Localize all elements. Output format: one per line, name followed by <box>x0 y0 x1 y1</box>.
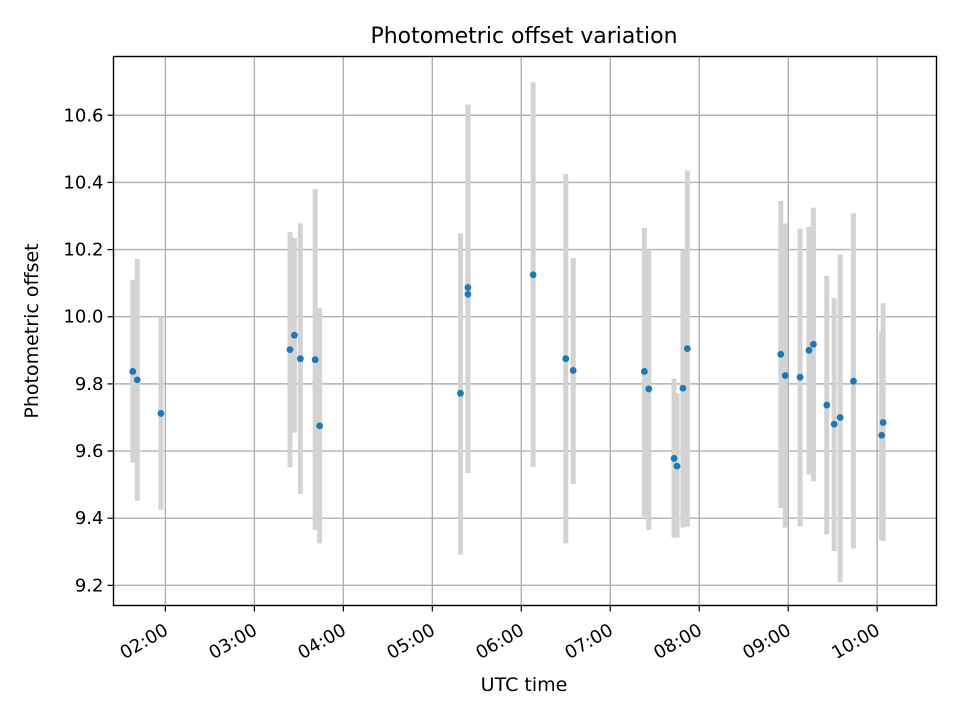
data-point <box>562 355 570 363</box>
data-point <box>810 340 817 348</box>
y-tick-label: 10.4 <box>63 172 103 193</box>
y-tick-label: 10.6 <box>63 105 103 126</box>
data-point <box>457 389 464 397</box>
data-point <box>878 431 886 439</box>
data-point <box>879 419 887 426</box>
data-point <box>823 401 831 409</box>
data-points <box>129 271 887 470</box>
data-point <box>569 367 577 374</box>
data-point <box>850 377 857 385</box>
data-point <box>836 414 844 421</box>
data-point <box>781 372 789 379</box>
plot-frame <box>112 55 938 607</box>
data-point <box>683 345 691 353</box>
data-point <box>805 346 813 354</box>
y-tick-label: 10.0 <box>63 307 103 328</box>
y-tick-label: 9.6 <box>75 441 104 462</box>
y-tick-label: 9.8 <box>75 374 104 395</box>
data-point <box>673 462 681 470</box>
data-point <box>830 420 838 428</box>
data-point <box>679 384 687 392</box>
data-point <box>129 368 137 375</box>
data-point <box>291 331 298 339</box>
y-axis-label: Photometric offset <box>21 243 43 418</box>
data-point <box>645 385 653 393</box>
data-point <box>777 350 785 358</box>
data-point <box>529 271 537 279</box>
data-point <box>286 346 294 354</box>
data-point <box>311 356 319 364</box>
data-point <box>464 284 472 291</box>
data-point <box>296 355 304 363</box>
data-point <box>316 422 324 430</box>
data-point <box>670 455 678 462</box>
y-tick-label: 9.4 <box>75 508 104 529</box>
data-point <box>464 290 472 298</box>
data-point <box>157 410 165 417</box>
data-point <box>133 376 141 384</box>
data-point <box>640 368 648 375</box>
data-point <box>796 373 804 381</box>
x-axis-label: UTC time <box>481 674 568 696</box>
chart-title: Photometric offset variation <box>370 24 677 49</box>
y-tick-label: 10.2 <box>63 240 103 261</box>
y-tick-label: 9.2 <box>75 575 104 596</box>
